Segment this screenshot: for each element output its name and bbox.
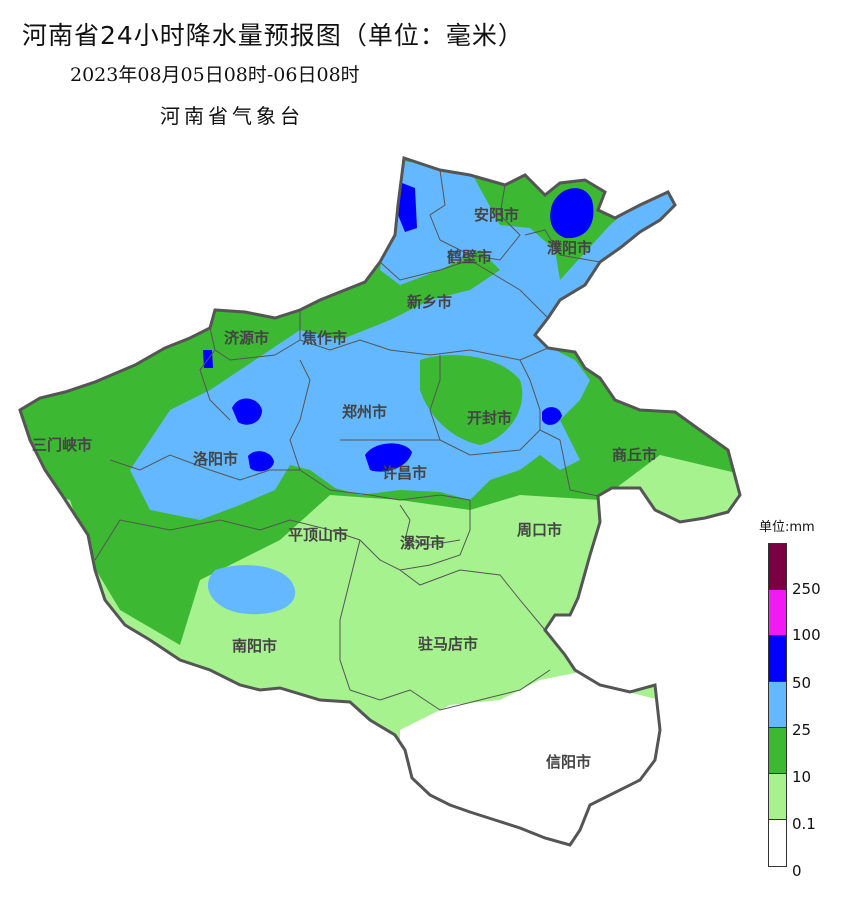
city-label-anyang: 安阳市 — [474, 206, 519, 224]
issuing-agency: 河南省气象台 — [160, 104, 304, 128]
city-label-zhengzhou: 郑州市 — [342, 403, 387, 421]
forecast-period: 2023年08月05日08时-06日08时 — [70, 64, 360, 86]
legend-swatch-25 — [769, 682, 786, 728]
city-label-xinxiang: 新乡市 — [407, 293, 452, 311]
city-label-luohe: 漯河市 — [400, 534, 445, 552]
legend-label-0: 0 — [792, 862, 802, 880]
city-label-shangqiu: 商丘市 — [612, 446, 657, 464]
legend-swatch-50 — [769, 636, 786, 682]
legend-label-100: 100 — [792, 626, 821, 644]
city-label-zhumadian: 驻马店市 — [418, 635, 478, 653]
legend-swatch-0-1 — [769, 774, 786, 820]
city-label-xinyang: 信阳市 — [546, 753, 591, 771]
city-label-nanyang: 南阳市 — [232, 637, 277, 655]
city-label-jiyuan: 济源市 — [224, 329, 269, 347]
city-label-puyang: 濮阳市 — [547, 239, 592, 257]
city-label-luoyang: 洛阳市 — [193, 450, 238, 468]
city-label-pingdingshan: 平顶山市 — [288, 526, 348, 544]
legend-label-10: 10 — [792, 768, 812, 786]
city-label-hebi: 鹤壁市 — [447, 248, 492, 266]
legend-label-0-1: 0.1 — [792, 815, 816, 833]
legend-label-50: 50 — [792, 674, 812, 692]
province-boundary — [18, 155, 742, 847]
city-label-kaifeng: 开封市 — [467, 409, 512, 427]
legend-title: 单位:mm — [759, 520, 815, 535]
map-title: 河南省24小时降水量预报图（单位：毫米） — [22, 21, 524, 50]
city-label-sanmenxia: 三门峡市 — [32, 436, 92, 454]
city-label-jiaozuo: 焦作市 — [301, 329, 347, 347]
city-label-zhoukou: 周口市 — [517, 521, 562, 539]
prefecture-boundaries — [94, 169, 601, 711]
legend-label-250: 250 — [792, 580, 821, 598]
legend-swatch-10 — [769, 728, 786, 774]
city-label-xuchang: 许昌市 — [382, 464, 427, 482]
legend-swatch-100 — [769, 590, 786, 636]
legend-label-25: 25 — [792, 721, 812, 739]
city-labels: 安阳市 濮阳市 鹤壁市 新乡市 济源市 焦作市 郑州市 开封市 三门峡市 洛阳市… — [32, 206, 657, 771]
legend-swatch-0 — [769, 820, 786, 866]
legend-swatch-250 — [769, 544, 786, 590]
precipitation-fill — [20, 158, 740, 845]
color-legend — [768, 543, 787, 867]
